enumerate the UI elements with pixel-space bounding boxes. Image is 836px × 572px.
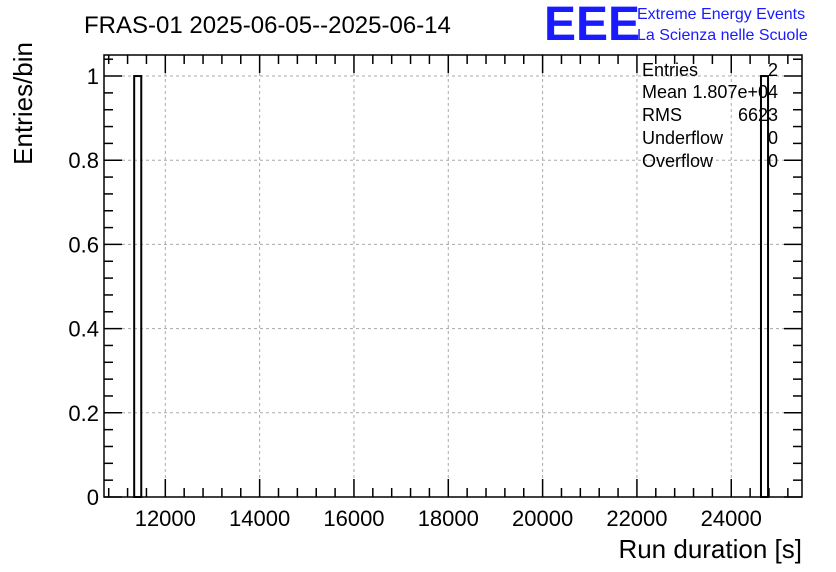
y-tick-label: 0.4 [68, 317, 99, 342]
histogram-bar [133, 75, 143, 499]
x-tick-label: 20000 [512, 506, 573, 531]
eee-logo: EEE Extreme Energy Events La Scienza nel… [544, 0, 808, 51]
x-tick-labels: 12000 14000 16000 18000 20000 22000 24000 [135, 506, 762, 531]
y-axis-label: Entries/bin [8, 42, 38, 165]
x-tick-label: 12000 [135, 506, 196, 531]
logo-line-1: Extreme Energy Events [637, 6, 805, 23]
x-tick-label: 24000 [701, 506, 762, 531]
y-tick-label: 0.6 [68, 232, 99, 257]
logo-line-2: La Scienza nelle Scuole [637, 27, 808, 44]
x-tick-label: 18000 [418, 506, 479, 531]
y-tick-labels: 0 0.2 0.4 0.6 0.8 1 [68, 64, 99, 510]
stats-overflow-label: Overflow [642, 151, 714, 171]
y-tick-label: 0 [87, 485, 99, 510]
stats-underflow-label: Underflow [642, 128, 724, 148]
y-tick-label: 0.8 [68, 148, 99, 173]
stats-underflow-value: 0 [768, 128, 778, 148]
y-tick-label: 0.2 [68, 401, 99, 426]
plot-frame [103, 54, 803, 498]
grid [104, 55, 802, 497]
stats-mean-value: 1.807e+04 [692, 82, 778, 102]
stats-entries-label: Entries [642, 60, 698, 80]
histogram-bars [133, 75, 770, 499]
x-tick-label: 16000 [323, 506, 384, 531]
x-tick-label: 22000 [606, 506, 667, 531]
stats-overflow-value: 0 [768, 151, 778, 171]
x-axis-label: Run duration [s] [618, 534, 802, 564]
chart-title: FRAS-01 2025-06-05--2025-06-14 [84, 12, 451, 39]
stats-entries-value: 2 [768, 60, 778, 80]
stats-mean-label: Mean [642, 82, 687, 102]
logo-mark: EEE [544, 0, 640, 51]
stats-rms-label: RMS [642, 105, 682, 125]
stats-rms-value: 6623 [738, 105, 778, 125]
x-tick-label: 14000 [229, 506, 290, 531]
histogram-bar [759, 75, 770, 499]
y-tick-label: 1 [87, 64, 99, 89]
stats-box: Entries 2 Mean 1.807e+04 RMS 6623 Underf… [642, 60, 778, 171]
axis-ticks [104, 55, 802, 498]
